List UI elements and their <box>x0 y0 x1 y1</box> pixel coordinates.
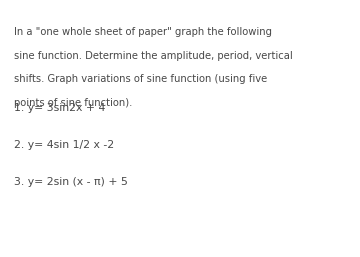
Text: sine function. Determine the amplitude, period, vertical: sine function. Determine the amplitude, … <box>14 51 292 61</box>
Text: 1. y= 3sin2x + 4: 1. y= 3sin2x + 4 <box>14 103 105 113</box>
Text: 3. y= 2sin (x - π) + 5: 3. y= 2sin (x - π) + 5 <box>14 177 127 187</box>
Text: 2. y= 4sin 1/2 x -2: 2. y= 4sin 1/2 x -2 <box>14 140 114 150</box>
Text: points of sine function).: points of sine function). <box>14 98 132 108</box>
Text: In a "one whole sheet of paper" graph the following: In a "one whole sheet of paper" graph th… <box>14 27 272 37</box>
Text: shifts. Graph variations of sine function (using five: shifts. Graph variations of sine functio… <box>14 74 267 84</box>
